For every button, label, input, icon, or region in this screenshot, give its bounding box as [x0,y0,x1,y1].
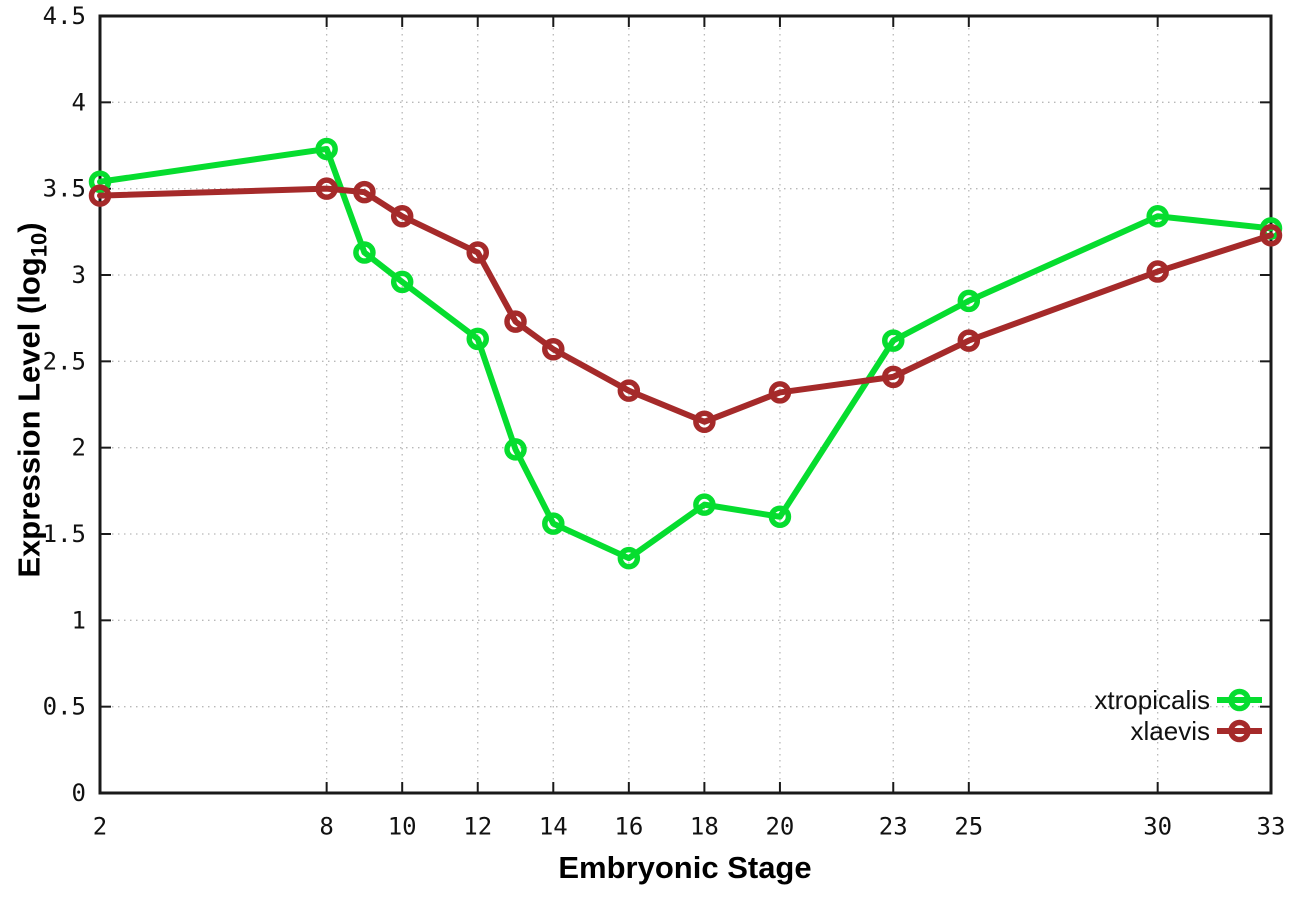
data-point-xtropicalis-23 [882,329,905,352]
data-point-xlaevis-33 [1259,224,1283,247]
data-point-xtropicalis-2 [88,170,112,194]
x-tick-label: 10 [388,813,417,841]
x-tick-label: 18 [690,813,719,841]
data-point-xlaevis-2 [88,184,112,207]
y-tick-label: 3 [72,261,86,289]
y-tick-label: 4 [72,88,86,116]
x-tick-label: 30 [1143,813,1172,841]
x-tick-label: 12 [463,813,492,841]
plot-border [98,14,1273,795]
y-tick-label: 4.5 [43,2,86,30]
data-point-xtropicalis-14 [542,512,565,535]
y-axis-title-subscript: 10 [26,232,52,258]
data-point-xtropicalis-13 [504,438,527,461]
y-axis-title-suffix: ) [11,222,47,233]
x-tick-label: 33 [1257,813,1286,841]
data-point-xlaevis-14 [542,337,565,361]
y-axis-title-text: Expression Level (log [11,257,47,578]
data-point-xtropicalis-25 [957,289,981,313]
x-tick-label: 25 [954,813,983,841]
y-tick-label: 1 [72,606,86,634]
data-point-xlaevis-10 [390,205,414,228]
data-point-xlaevis-20 [768,381,792,404]
data-point-xlaevis-25 [957,329,981,352]
y-tick-label: 3.5 [43,175,86,203]
data-point-xtropicalis-30 [1146,205,1169,228]
data-point-xlaevis-16 [617,379,641,402]
legend-marker-xtropicalis [1228,688,1251,712]
x-tick-label: 16 [614,813,643,841]
data-point-xtropicalis-16 [617,546,641,570]
data-point-xtropicalis-8 [315,137,338,161]
data-point-xlaevis-9 [353,180,376,204]
legend-label-xlaevis: xlaevis [1131,716,1210,746]
x-tick-label: 23 [879,813,908,841]
y-tick-label: 0 [72,779,86,807]
x-axis-title: Embryonic Stage [558,850,812,885]
x-tick-label: 14 [539,813,568,841]
data-point-xlaevis-23 [882,365,905,389]
data-point-xtropicalis-20 [768,505,792,528]
data-point-xtropicalis-9 [353,241,376,264]
data-point-xlaevis-13 [504,310,527,333]
y-tick-label: 1.5 [43,520,86,548]
x-tick-label: 2 [93,813,107,841]
series-line-xlaevis [97,185,1274,425]
series-line-xtropicalis [97,145,1274,562]
data-point-xtropicalis-10 [390,270,414,294]
y-tick-label: 2 [72,434,86,462]
data-point-xtropicalis-18 [693,493,716,516]
data-point-xlaevis-18 [693,410,716,434]
y-axis-title: Expression Level (log10) [11,222,52,577]
data-point-xlaevis-8 [315,177,338,200]
y-tick-label: 0.5 [43,693,86,721]
x-tick-label: 8 [319,813,333,841]
data-point-xlaevis-30 [1146,260,1169,283]
x-tick-label: 20 [765,813,794,841]
legend-marker-xlaevis [1228,719,1251,743]
data-point-xtropicalis-12 [466,327,489,351]
data-point-xlaevis-12 [466,241,489,264]
legend-label-xtropicalis: xtropicalis [1094,685,1210,715]
y-tick-label: 2.5 [43,347,86,375]
